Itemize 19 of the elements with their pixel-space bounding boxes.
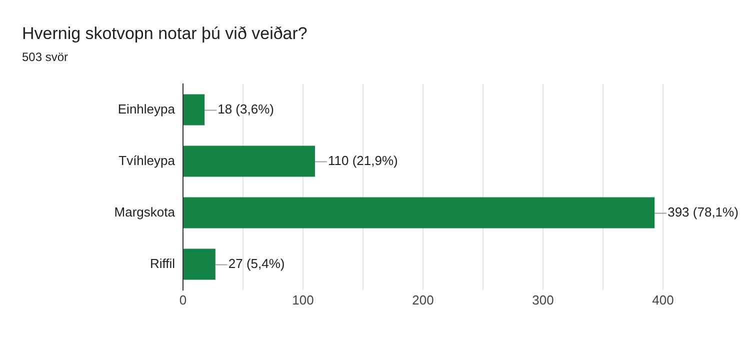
y-tick-label: Einhleypa <box>118 101 176 116</box>
data-label: 110 (21,9%) <box>328 152 398 168</box>
chart-title: Hvernig skotvopn notar þú við veiðar? <box>22 24 308 44</box>
bar <box>184 94 205 126</box>
x-tick-label: 400 <box>652 292 674 308</box>
x-tick-label: 200 <box>412 292 434 308</box>
data-label: 393 (78,1%) <box>668 204 738 220</box>
y-tick-label: Tvíhleypa <box>118 152 176 168</box>
y-tick-label: Margskota <box>114 204 176 220</box>
x-tick-label: 0 <box>179 292 187 308</box>
bar <box>184 197 655 228</box>
data-label: 18 (3,6%) <box>218 101 274 116</box>
bar <box>184 248 216 280</box>
text: 503 svör <box>22 50 68 64</box>
data-label: 27 (5,4%) <box>228 256 285 271</box>
x-tick-label: 100 <box>292 292 314 308</box>
bar <box>184 146 315 177</box>
x-tick-label: 300 <box>532 292 554 308</box>
y-tick-label: Riffil <box>150 256 176 271</box>
